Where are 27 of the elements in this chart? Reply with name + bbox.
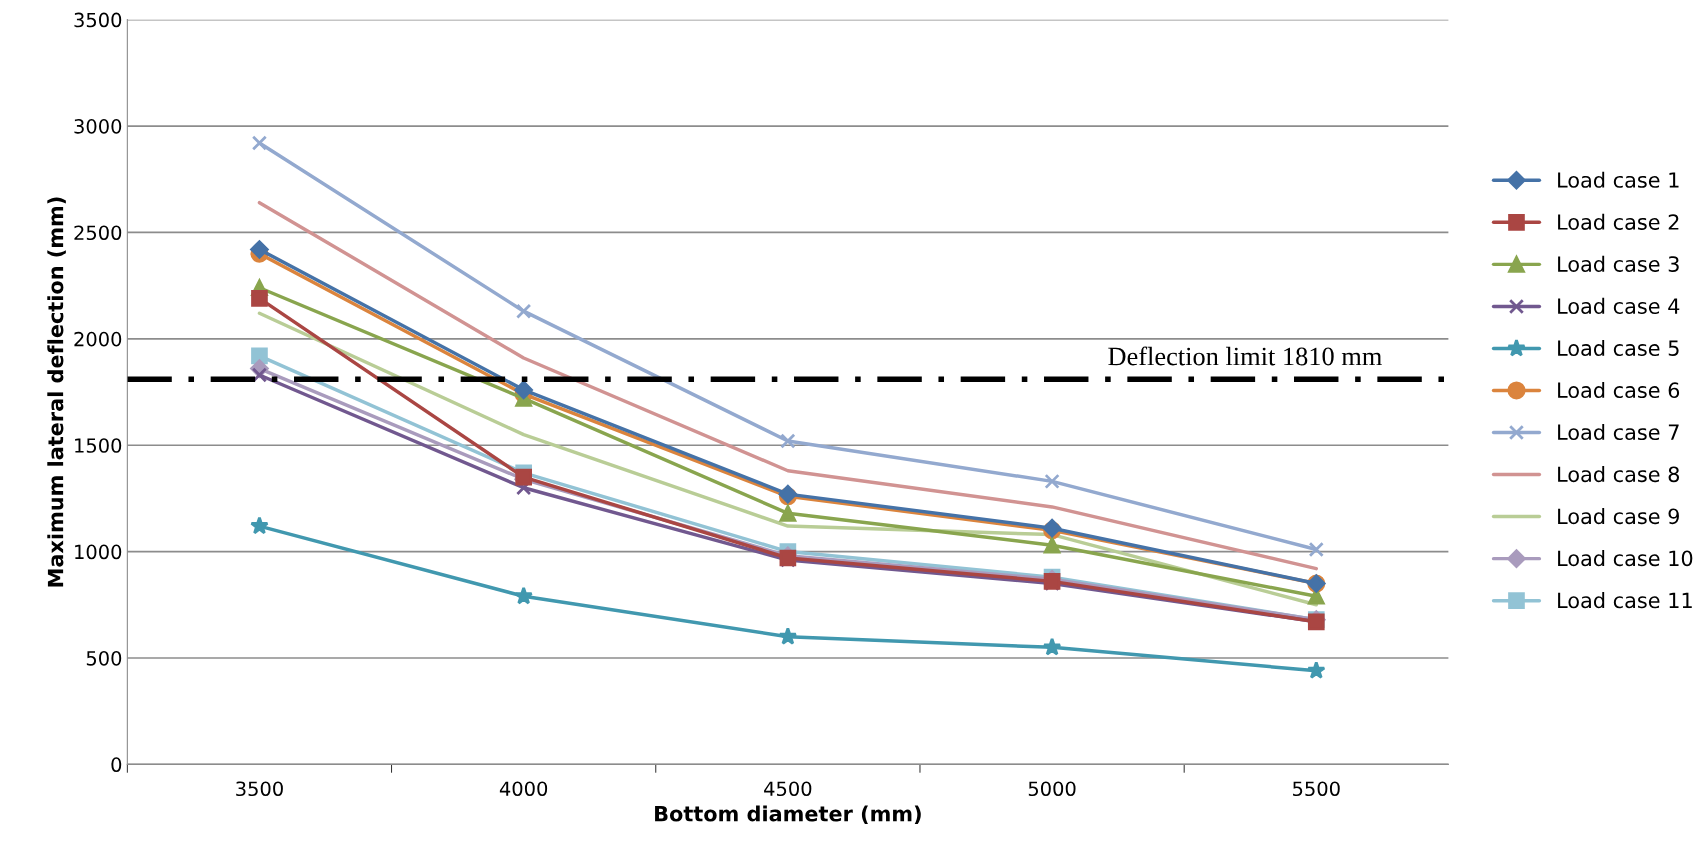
legend-label: Load case 9 (1558, 508, 1679, 525)
y-tick-label: 1500 (75, 438, 122, 453)
x-tick-label: 4000 (499, 781, 548, 797)
legend-label: Load case 10 (1558, 550, 1693, 567)
legend-label: Load case 7 (1558, 423, 1679, 441)
y-tick-label: 500 (86, 650, 122, 666)
ref-line-label: Deflection limit 1810 mm (1108, 346, 1382, 366)
x-tick-label: 4500 (764, 781, 812, 797)
legend-label: Load case 11 (1558, 592, 1692, 609)
x-axis-title: Bottom diameter (mm) (655, 805, 921, 824)
legend-label: Load case 6 (1558, 381, 1680, 399)
y-tick-label: 3500 (74, 12, 122, 28)
legend-label: Load case 3 (1558, 255, 1679, 272)
x-tick-label: 5000 (1028, 781, 1076, 797)
legend-label: Load case 4 (1558, 297, 1680, 314)
legend-label: Load case 1 (1558, 171, 1679, 188)
y-tick-label: 0 (111, 757, 122, 773)
x-tick-label: 3500 (236, 781, 283, 797)
legend-label: Load case 2 (1558, 213, 1679, 230)
legend-label: Load case 5 (1558, 339, 1679, 357)
x-tick-label: 5500 (1293, 781, 1340, 797)
y-tick-label: 1000 (75, 544, 122, 560)
legend-label: Load case 8 (1558, 466, 1680, 483)
y-tick-label: 2000 (74, 331, 122, 347)
y-tick-label: 3000 (74, 119, 122, 134)
y-tick-label: 2500 (74, 225, 122, 241)
y-axis-title: Maximum lateral deflection (mm) (47, 197, 66, 587)
